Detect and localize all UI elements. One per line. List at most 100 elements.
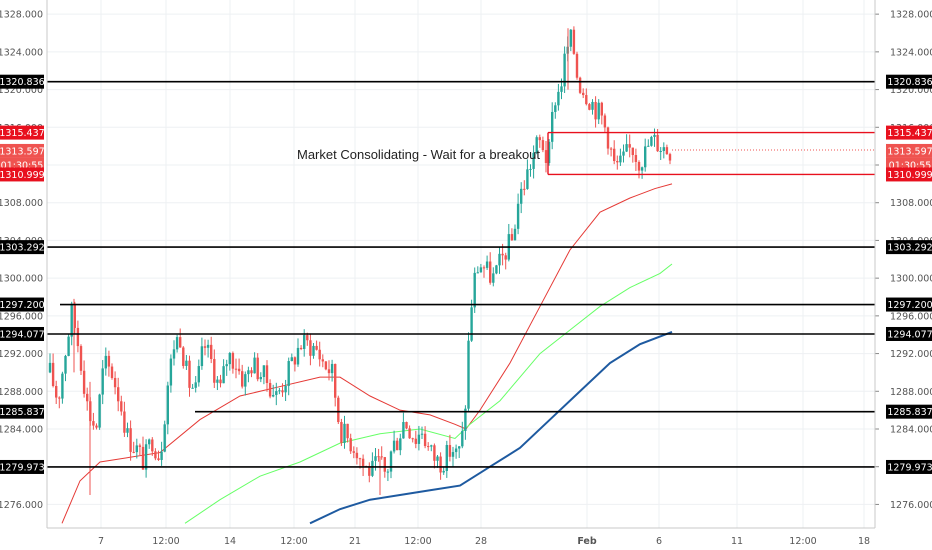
candle-body (482, 267, 486, 269)
candle-body (231, 353, 235, 369)
candle (250, 367, 253, 378)
candle-body (637, 161, 641, 171)
consolidation-range[interactable] (547, 131, 875, 176)
y-tick-left: 1328.000 (0, 10, 43, 21)
candle (330, 359, 334, 382)
candle (206, 339, 210, 358)
candle (120, 395, 123, 416)
candle-body (628, 144, 631, 148)
candle (476, 266, 479, 274)
candle (182, 346, 185, 369)
candle (290, 353, 293, 362)
candle (67, 333, 70, 357)
candle-body (479, 267, 483, 273)
candle (231, 351, 235, 374)
candle-body (557, 91, 560, 106)
ma-slow-line (309, 330, 673, 525)
candle-body (237, 368, 241, 372)
candle-body (423, 433, 427, 447)
candle (144, 439, 148, 478)
candle (637, 160, 641, 179)
candle (665, 144, 669, 155)
candle-body (504, 255, 507, 260)
candle (61, 371, 64, 404)
candle (485, 255, 489, 270)
candle-body (538, 137, 541, 141)
candle (352, 446, 355, 459)
candle (79, 344, 83, 375)
candle-body (569, 29, 572, 47)
candle-body (278, 390, 281, 392)
candle-body (203, 346, 207, 348)
candle (619, 148, 622, 166)
x-tick: 12:00 (789, 536, 816, 547)
candle-body (492, 273, 495, 283)
candle-body (296, 347, 300, 365)
candle-body (520, 188, 523, 204)
candle-body (321, 359, 324, 362)
price-labels: 1320.836 1320.836 1303.292 1303.292 1297.200… (0, 74, 932, 474)
candle-body (371, 460, 374, 476)
candle (237, 358, 241, 375)
candle (532, 145, 535, 179)
candle-body (132, 451, 135, 453)
candle-body (631, 147, 634, 156)
candle-body (55, 385, 58, 398)
candle-body (594, 101, 597, 120)
candle-body (287, 361, 290, 386)
candle-body (430, 445, 433, 447)
x-tick: 18 (858, 536, 870, 547)
y-tick-left: 1300.000 (0, 274, 43, 285)
candle-body (101, 368, 104, 395)
level-label-right-bg (886, 74, 932, 89)
candle-body (312, 345, 315, 356)
candle-body (411, 438, 414, 440)
y-tick-right: 1320.000 (890, 85, 932, 96)
candle (349, 433, 352, 454)
x-tick: 11 (731, 536, 743, 547)
candle-body (609, 148, 613, 150)
candle (516, 193, 520, 235)
candle-body (48, 362, 52, 373)
level-label-left: 1285.837 (0, 407, 45, 418)
candle (51, 353, 55, 388)
candle-body (188, 360, 191, 388)
candle-body (334, 363, 337, 398)
candle (662, 142, 665, 159)
candle (439, 452, 442, 480)
candle-body (358, 458, 362, 460)
candle (523, 180, 526, 196)
horizontal-levels[interactable] (47, 80, 875, 468)
candle (163, 420, 166, 453)
y-tick-left: 1296.000 (0, 311, 43, 322)
candle-body (129, 428, 132, 452)
candle (219, 374, 222, 388)
candle (117, 377, 120, 412)
candle (346, 423, 349, 443)
candle-body (281, 390, 284, 393)
candle (175, 334, 179, 353)
candle (268, 379, 272, 399)
candle (64, 354, 67, 382)
candle-body (668, 154, 672, 161)
candle-body (377, 456, 380, 458)
candle (668, 152, 672, 165)
y-tick-right: 1276.000 (890, 500, 932, 511)
candle (262, 365, 266, 385)
candle (73, 301, 76, 334)
candle-body (120, 401, 123, 412)
candle (585, 88, 588, 106)
candle (194, 376, 197, 393)
candle (160, 441, 163, 466)
candle (467, 332, 470, 413)
candle-body (461, 430, 464, 447)
candle (454, 444, 458, 459)
candle (461, 421, 464, 449)
candle-body (70, 303, 73, 337)
candle-body (495, 265, 498, 274)
candle-body (467, 340, 470, 409)
candle (306, 332, 309, 346)
candle-body (582, 92, 585, 96)
candle-body (210, 344, 213, 360)
